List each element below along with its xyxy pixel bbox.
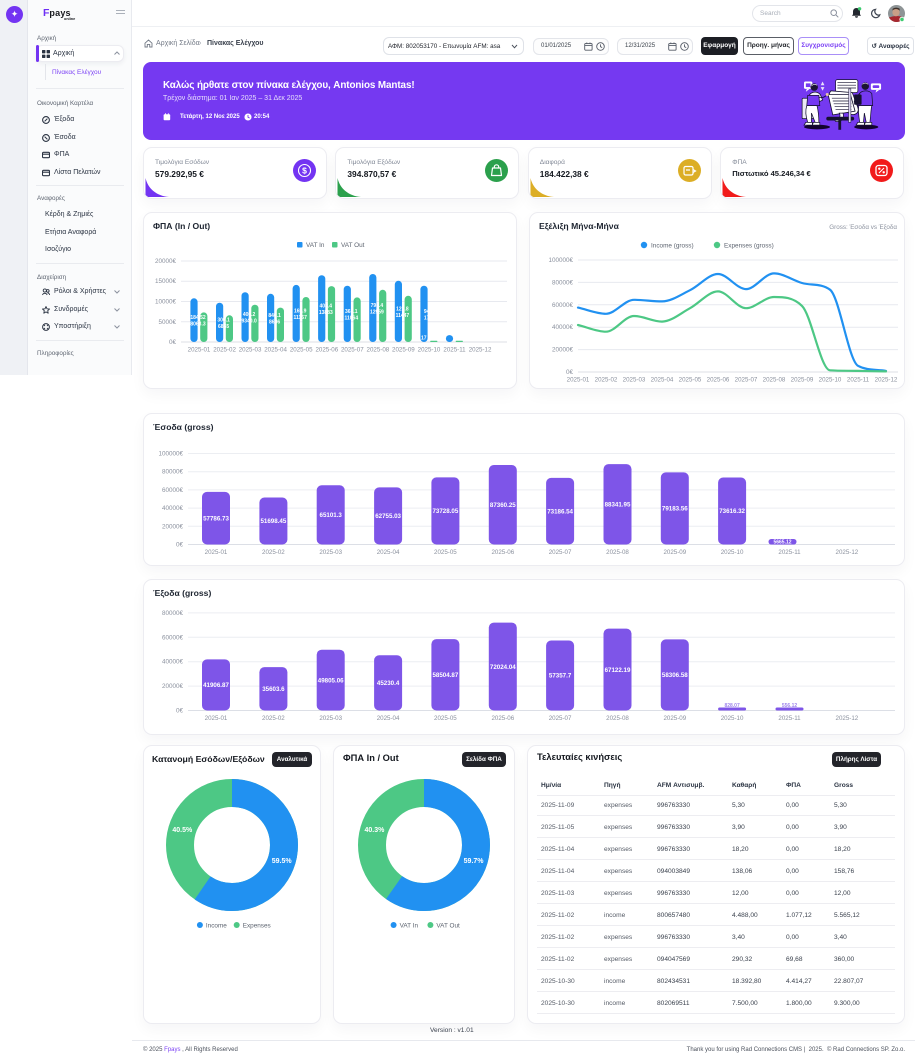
svg-text:$: $ [302, 166, 307, 176]
